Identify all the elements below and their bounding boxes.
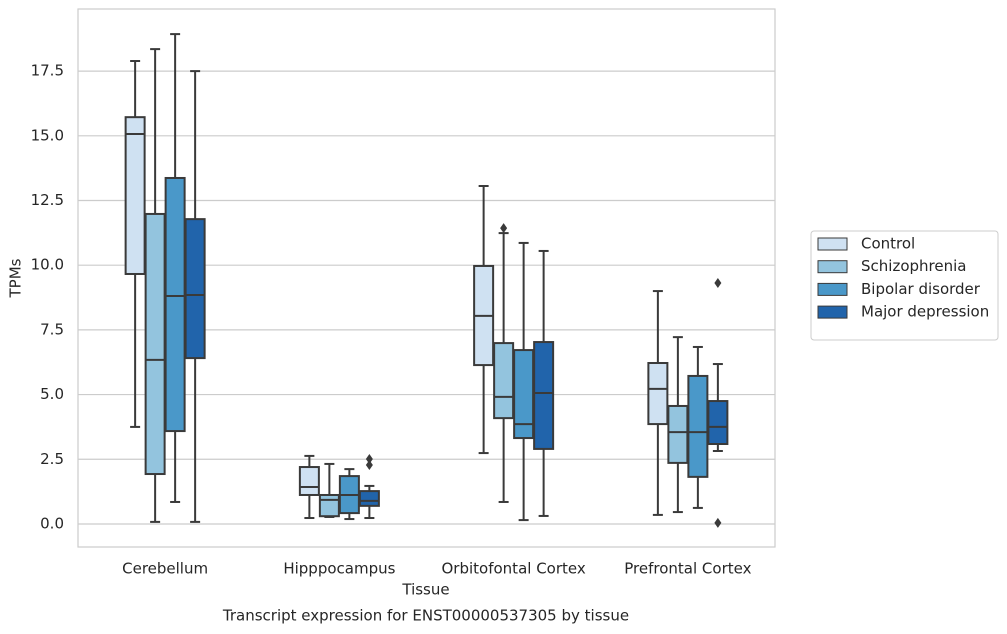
outlier	[365, 454, 373, 465]
legend-swatch	[817, 305, 848, 319]
box	[647, 362, 669, 426]
box	[184, 218, 206, 360]
outlier	[714, 278, 722, 289]
outlier	[365, 459, 373, 470]
legend-label: Schizophrenia	[861, 257, 966, 275]
outlier	[714, 517, 722, 528]
box	[533, 341, 555, 450]
box	[164, 176, 186, 433]
y-tick-label: 15.0	[31, 126, 64, 144]
box	[144, 212, 166, 476]
box	[318, 493, 340, 518]
y-tick-label: 10.0	[31, 256, 64, 274]
legend-swatch	[817, 282, 848, 296]
legend-swatch	[817, 260, 848, 274]
x-tick-label: Hipppocampus	[283, 560, 395, 578]
caption: Transcript expression for ENST0000053730…	[222, 607, 629, 625]
y-axis-label: TPMs	[7, 258, 25, 298]
x-tick-label: Cerebellum	[122, 560, 208, 578]
box	[687, 374, 709, 478]
x-axis-label: Tissue	[401, 581, 449, 599]
y-tick-label: 17.5	[31, 62, 64, 80]
outlier	[500, 223, 508, 234]
x-tick-label: Prefrontal Cortex	[624, 560, 751, 578]
box	[298, 466, 320, 496]
x-tick-label: Orbitofontal Cortex	[442, 560, 586, 578]
legend-swatch	[817, 237, 848, 251]
box	[358, 490, 380, 507]
box	[124, 116, 146, 275]
y-tick-label: 5.0	[40, 385, 64, 403]
y-tick-label: 2.5	[40, 450, 64, 468]
legend-label: Control	[861, 235, 915, 253]
box	[667, 404, 689, 464]
plot-frame	[77, 8, 776, 548]
legend-frame	[810, 230, 999, 341]
box	[707, 400, 729, 446]
legend-label: Bipolar disorder	[861, 280, 981, 298]
box	[493, 342, 515, 420]
y-tick-label: 12.5	[31, 191, 64, 209]
legend-label: Major depression	[861, 303, 989, 321]
y-tick-label: 0.0	[40, 514, 64, 532]
y-tick-label: 7.5	[40, 320, 64, 338]
